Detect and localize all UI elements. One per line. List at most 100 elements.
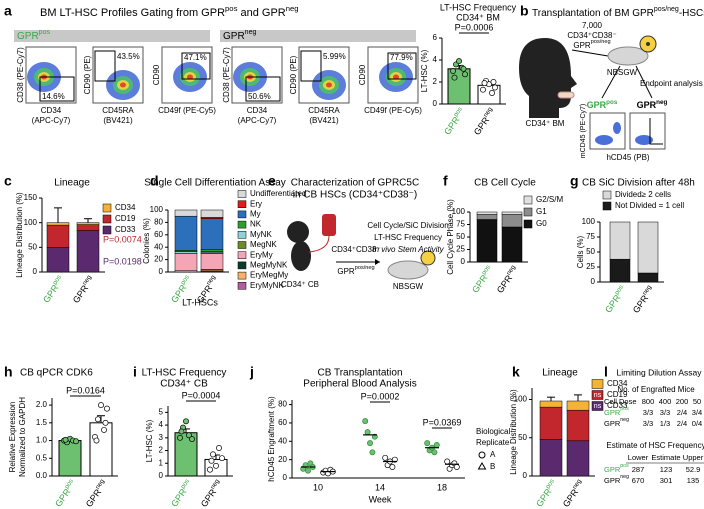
- legend-marker: [477, 462, 487, 470]
- legend-label: My: [250, 210, 261, 219]
- point: [362, 418, 369, 425]
- legend-swatch: [237, 282, 247, 290]
- bar-segment: [566, 409, 590, 442]
- legend-swatch: [237, 271, 247, 280]
- table-cell: 0/4: [692, 419, 702, 428]
- y-axis-label: Lineage Distribution (%): [15, 192, 24, 278]
- point: [98, 402, 104, 409]
- point: [183, 418, 189, 425]
- y-tick-label: 80: [278, 400, 287, 409]
- p-value: P=0.0004: [182, 390, 221, 400]
- point: [462, 71, 468, 78]
- text-part: pos: [179, 478, 191, 490]
- text: CD34⁺ BM: [526, 119, 565, 128]
- text-part: pos/neg: [355, 265, 375, 271]
- panel-label: e: [268, 173, 276, 189]
- y-tick-label: 0: [283, 473, 288, 482]
- text-part: neg: [620, 417, 629, 423]
- table-cell: 3/4: [692, 408, 702, 417]
- arrow: [635, 65, 653, 99]
- flow-density: [120, 82, 126, 88]
- text-part: neg: [81, 273, 93, 286]
- y-tick-label: 50: [586, 247, 595, 256]
- panel-title: BM LT-HSC Profiles Gating from GPRpos an…: [40, 4, 299, 19]
- bar-segment: [174, 215, 198, 251]
- row-label: GPRneg: [604, 474, 629, 485]
- arrow: [571, 49, 609, 57]
- y-tick-label: 1: [159, 458, 164, 467]
- y-tick-label: 20: [154, 255, 163, 264]
- bar-segment: [174, 251, 198, 254]
- y-tick-label: 100: [582, 217, 596, 226]
- legend-title: Biological: [476, 427, 510, 436]
- gate: [387, 52, 417, 80]
- point: [492, 84, 498, 91]
- text-part: pos/neg: [591, 39, 611, 45]
- panel-title: Characterization of GPRC5C: [291, 178, 419, 189]
- category-label: GPRneg: [560, 477, 587, 509]
- baby-body: [291, 241, 311, 271]
- legend-swatch: [102, 225, 112, 235]
- flow-x-label: (BV421): [309, 116, 339, 125]
- y-axis-label: hCD45 Engraftment (%): [267, 396, 276, 482]
- bar-segment: [200, 249, 224, 252]
- arrow: [601, 65, 621, 99]
- category-label: GPRneg: [494, 263, 521, 295]
- point: [95, 416, 101, 423]
- legend-label: EryMegMy: [250, 271, 288, 280]
- legend-label: Divided≥ 2 cells: [615, 190, 671, 199]
- text-part: GPR: [169, 487, 189, 509]
- point: [431, 449, 438, 456]
- table-header: 200: [676, 397, 689, 406]
- category-label: GPRneg: [83, 477, 110, 509]
- table-cell: 3/3: [660, 408, 670, 417]
- legend-label: EryMy: [250, 250, 273, 259]
- x-axis-label: LT-HSCs: [182, 297, 218, 307]
- y-tick-label: 60: [278, 418, 287, 427]
- gate: [245, 76, 281, 102]
- y-tick-label: 0: [33, 267, 38, 276]
- table-header: Lower: [628, 453, 649, 462]
- point: [451, 74, 458, 81]
- flow-y-label: CD90: [358, 64, 367, 85]
- assay: Cell Cycle/SiC Division: [367, 221, 448, 230]
- gate: [94, 50, 116, 82]
- baby-head: [287, 221, 309, 243]
- text-part: pos: [606, 99, 618, 106]
- category-label: GPRpos: [52, 478, 79, 509]
- arrow-head: [375, 259, 380, 265]
- y-tick-label: 0: [159, 267, 164, 276]
- legend-swatch: [591, 390, 604, 400]
- legend-label: G2/S/M: [536, 195, 563, 204]
- text-part: neg: [505, 263, 517, 276]
- bar-segment: [566, 440, 590, 477]
- legend-swatch: [102, 203, 112, 213]
- bar-segment: [46, 224, 70, 248]
- y-tick-label: 0: [461, 257, 466, 266]
- mini-flow-cells: [613, 122, 621, 134]
- text-part: pos/neg: [654, 6, 679, 13]
- legend-label: B: [490, 462, 495, 471]
- point: [208, 457, 215, 464]
- gate: [300, 50, 322, 82]
- category-label: GPRneg: [70, 273, 97, 305]
- point: [207, 466, 213, 473]
- flow-x-label: CD45RA: [308, 106, 340, 115]
- point: [305, 467, 311, 474]
- legend-label: CD19: [115, 214, 136, 223]
- legend-swatch: [237, 261, 247, 270]
- panel-label: c: [4, 173, 12, 189]
- p-value: P=0.0006: [455, 22, 494, 32]
- text: GPRpos/neg: [337, 265, 374, 276]
- point: [480, 86, 486, 93]
- text-part: GPR: [71, 283, 91, 305]
- text-part: pos: [480, 264, 492, 276]
- legend-swatch: [237, 251, 247, 259]
- y-tick-label: 1.5: [36, 418, 48, 427]
- point: [73, 438, 79, 445]
- chart-title: Peripheral Blood Analysis: [303, 379, 416, 390]
- legend-swatch: [237, 190, 247, 198]
- gate-percentage: 5.99%: [323, 52, 346, 61]
- text-part: neg: [620, 474, 629, 480]
- table-cell: 123: [660, 465, 673, 474]
